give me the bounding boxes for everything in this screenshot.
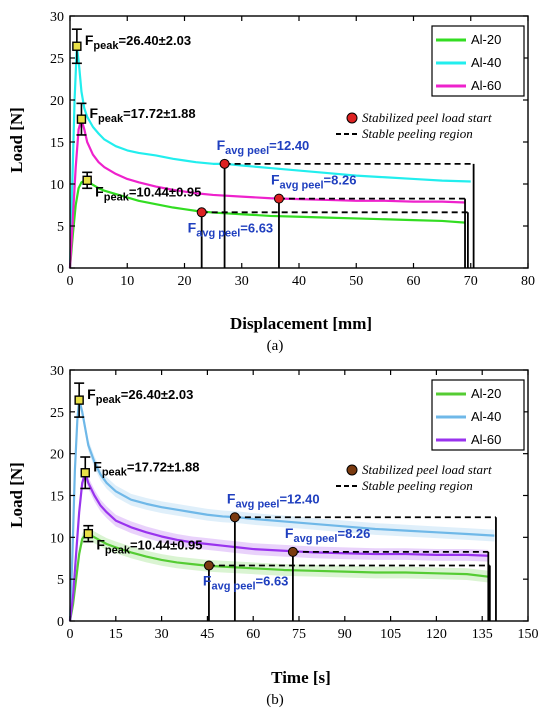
legend-label-a-al60: Al-60 [471,78,501,93]
chart-b-errorbars [74,382,94,543]
avg-label-b-2: Favg peel=6.63 [203,573,289,593]
chart-b-ylabel: Load [N] [7,462,26,528]
peak-label-a-2: Fpeak=10.44±0.95 [95,183,201,203]
legend-label-b-al20: Al-20 [471,386,501,401]
series-line-a-al-40 [68,45,471,269]
xtick-label-b-10: 150 [518,627,539,642]
stabilized-point-a-1 [219,158,230,169]
peak-marker-b-1 [74,395,84,405]
stabilized-point-b-1 [229,512,240,523]
series-band-b-1 [70,394,495,621]
chart-a-panel-label: (a) [267,338,284,354]
chart-b-stable [203,512,497,621]
xtick-label-b-1: 15 [109,627,123,642]
xtick-label-a-5: 50 [349,274,363,289]
ytick-label-b-6: 30 [50,364,64,379]
peak-marker-b-0 [83,528,94,539]
xtick-label-b-7: 105 [380,627,401,642]
ytick-label-a-1: 5 [57,220,64,235]
legend-stabilized-marker-a [346,112,358,124]
ytick-label-a-5: 25 [50,52,64,67]
peak-marker-a-0 [82,175,92,186]
chart-a-stable [196,158,475,268]
ytick-label-a-0: 0 [57,262,64,277]
ytick-label-a-6: 30 [50,10,64,25]
ytick-label-b-3: 15 [50,490,64,505]
legend-box-a [431,25,525,97]
xtick-label-a-1: 10 [120,274,134,289]
chart-a-ylabel: Load [N] [7,107,26,173]
stabilized-point-a-2 [273,193,284,204]
ytick-label-b-5: 25 [50,406,64,421]
xtick-label-b-2: 30 [155,627,169,642]
ytick-label-b-0: 0 [57,615,64,630]
xtick-label-b-0: 0 [67,627,74,642]
ytick-label-a-2: 10 [50,178,64,193]
xtick-label-b-4: 60 [246,627,260,642]
legend-stabilized-marker-b [346,464,358,476]
xtick-label-b-5: 75 [292,627,306,642]
stabilized-point-b-2 [287,546,298,557]
series-band-b-0 [70,528,489,621]
legend-stabilized-label-a: Stabilized peel load start [362,110,492,125]
legend-label-a-al40: Al-40 [471,55,501,70]
chart-a-ticks: 0 10 20 30 40 50 60 70 80 0 5 10 15 20 25 30 [50,10,535,289]
legend-label-b-al60: Al-60 [471,432,501,447]
ytick-label-b-4: 20 [50,448,64,463]
chart-b-marker-legend: Stabilized peel load start Stable peelin… [336,462,492,493]
xtick-label-a-4: 40 [292,274,306,289]
ytick-label-b-1: 5 [57,573,64,588]
peak-marker-b-2 [80,468,90,478]
avg-label-a-2: Favg peel=6.63 [188,219,273,239]
peak-marker-a-2 [76,114,87,124]
xtick-label-b-6: 90 [338,627,352,642]
xtick-label-a-3: 30 [235,274,249,289]
series-line-b-al-40 [68,399,495,622]
avg-label-a-1: Favg peel=8.26 [271,172,357,192]
chart-b-legend: Al-20 Al-40 Al-60 [431,379,525,451]
legend-stable-label-b: Stable peeling region [362,478,473,493]
stabilized-point-b-0 [203,560,214,571]
xtick-label-b-9: 135 [472,627,493,642]
stabilized-point-a-0 [196,207,207,218]
chart-a-marker-legend: Stabilized peel load start Stable peelin… [336,110,492,141]
chart-a-xlabel: Displacement [mm] [230,314,372,333]
ytick-label-a-4: 20 [50,94,64,109]
xtick-label-b-3: 45 [200,627,214,642]
peak-marker-a-1 [72,41,82,51]
xtick-label-a-2: 20 [178,274,192,289]
legend-box-b [431,379,525,451]
xtick-label-a-8: 80 [521,274,535,289]
xtick-label-a-0: 0 [67,274,74,289]
legend-label-a-al20: Al-20 [471,32,501,47]
chart-b-ticks: 0 15 30 45 60 75 90 105 120 135 150 0 5 10 15 20 25 30 [50,364,539,642]
series-line-b-al-20 [68,532,489,622]
legend-label-b-al40: Al-40 [471,409,501,424]
peak-label-a-0: Fpeak=26.40±2.03 [85,32,191,52]
chart-a-legend: Al-20 Al-40 Al-60 [431,25,525,97]
peak-label-b-0: Fpeak=26.40±2.03 [87,386,193,406]
peak-label-b-1: Fpeak=17.72±1.88 [93,459,199,479]
xtick-label-a-6: 60 [407,274,421,289]
peak-label-a-1: Fpeak=17.72±1.88 [89,105,195,125]
chart-a-errorbars [71,28,93,190]
chart-b-xlabel: Time [s] [271,668,331,687]
ytick-label-b-2: 10 [50,531,64,546]
series-line-a-al-20 [68,179,466,269]
legend-stabilized-label-b: Stabilized peel load start [362,462,492,477]
xtick-label-a-7: 70 [464,274,478,289]
avg-label-b-0: Favg peel=12.40 [227,490,320,510]
chart-b: Load [N] Time [s] (b) Fpeak=26.40±2.03 Fp… [7,364,539,708]
peak-label-b-2: Fpeak=10.44±0.95 [96,537,202,557]
xtick-label-b-8: 120 [426,627,447,642]
chart-b-panel-label: (b) [266,692,284,708]
chart-a: Load [N] Displacement [mm] (a) Fpeak=26.… [7,10,535,354]
ytick-label-a-3: 15 [50,136,64,151]
avg-label-b-1: Favg peel=8.26 [285,525,371,545]
avg-label-a-0: Favg peel=12.40 [217,137,310,157]
legend-stable-label-a: Stable peeling region [362,126,473,141]
